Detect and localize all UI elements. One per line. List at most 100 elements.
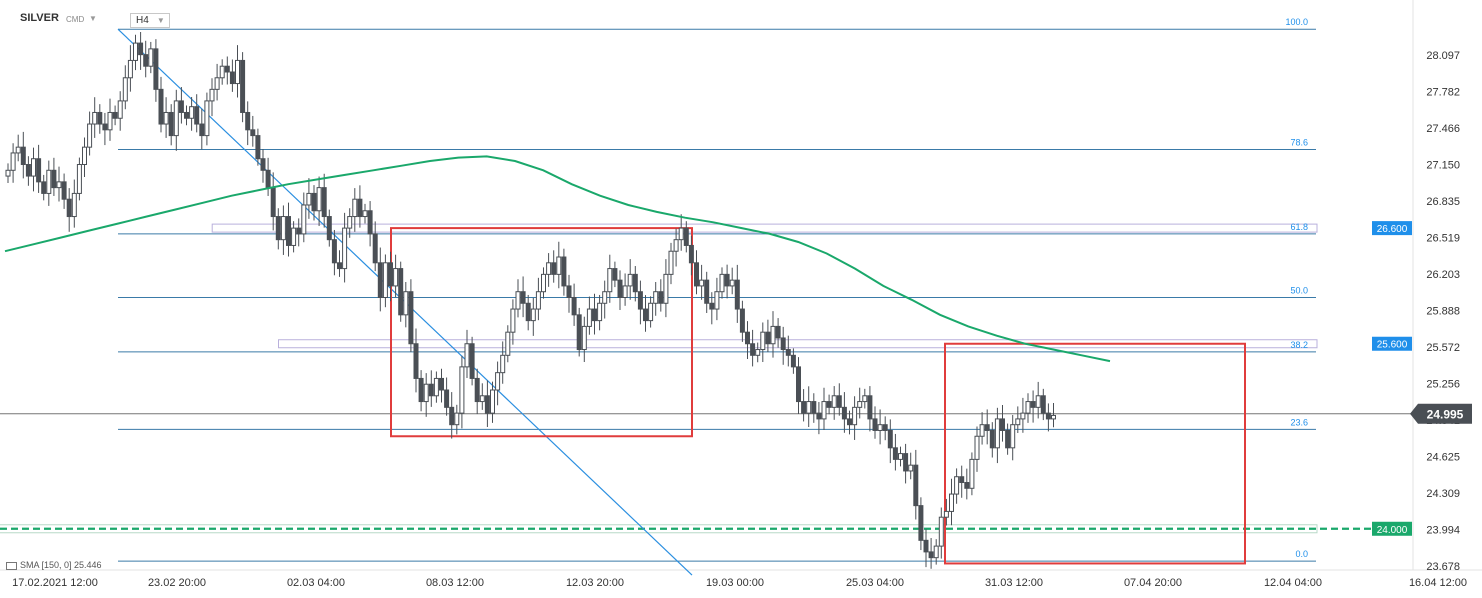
candle bbox=[882, 416, 888, 441]
candle bbox=[694, 250, 699, 295]
candle bbox=[143, 40, 149, 78]
candle bbox=[627, 259, 633, 300]
candle-body bbox=[908, 464, 914, 472]
candle bbox=[887, 419, 893, 464]
candle bbox=[938, 507, 944, 559]
candle-body bbox=[678, 227, 684, 241]
candle-body bbox=[643, 308, 648, 322]
symbol-dropdown-icon[interactable]: ▼ bbox=[89, 14, 97, 23]
candle-body bbox=[87, 123, 93, 148]
candle bbox=[112, 105, 118, 126]
candle bbox=[316, 176, 322, 227]
candle-body bbox=[790, 354, 796, 368]
candle-body bbox=[209, 88, 215, 102]
candle-body bbox=[122, 77, 128, 102]
candle-body bbox=[750, 343, 756, 356]
timeframe-select[interactable]: H4 ▼ bbox=[130, 13, 170, 28]
candle bbox=[184, 105, 189, 126]
candle bbox=[500, 341, 506, 384]
candle bbox=[530, 297, 536, 336]
candle-body bbox=[326, 216, 332, 241]
candle-body bbox=[658, 291, 664, 304]
candle bbox=[663, 259, 669, 318]
candle-body bbox=[826, 401, 832, 408]
candle bbox=[974, 426, 980, 472]
candle-body bbox=[694, 262, 699, 287]
candle bbox=[796, 357, 801, 415]
candle bbox=[357, 185, 363, 228]
candle bbox=[607, 254, 613, 303]
candle-body bbox=[245, 111, 251, 131]
candle-body bbox=[816, 412, 822, 420]
candle-body bbox=[612, 268, 618, 281]
candle bbox=[449, 392, 455, 439]
candle bbox=[933, 539, 939, 565]
candle-body bbox=[704, 279, 710, 304]
candle bbox=[898, 446, 903, 467]
candle-body bbox=[270, 187, 276, 218]
candle bbox=[286, 202, 291, 257]
candle bbox=[296, 218, 302, 247]
candle bbox=[816, 402, 822, 435]
candle-body bbox=[92, 111, 98, 125]
candle-body bbox=[153, 48, 159, 90]
candle bbox=[41, 174, 47, 201]
candle bbox=[525, 294, 531, 331]
candle-body bbox=[280, 216, 286, 241]
candle bbox=[347, 208, 353, 238]
candle bbox=[566, 274, 572, 313]
candle-body bbox=[301, 204, 307, 235]
candle bbox=[1025, 393, 1031, 423]
candle bbox=[724, 264, 730, 299]
candle bbox=[571, 283, 577, 326]
candle bbox=[1000, 405, 1005, 442]
x-tick-label: 19.03 00:00 bbox=[706, 577, 764, 589]
candle-body bbox=[887, 429, 893, 449]
candle-body bbox=[316, 187, 322, 212]
candle-body bbox=[943, 510, 949, 518]
candle bbox=[770, 311, 776, 358]
candle-body bbox=[357, 198, 363, 218]
candle bbox=[994, 407, 1000, 464]
candle bbox=[954, 468, 960, 504]
candle-body bbox=[31, 158, 36, 177]
candle bbox=[495, 361, 501, 406]
candle bbox=[352, 188, 358, 232]
candle-body bbox=[535, 291, 541, 310]
candle-body bbox=[347, 216, 353, 229]
candle bbox=[699, 264, 705, 300]
candle-body bbox=[923, 539, 929, 553]
candle bbox=[739, 300, 745, 342]
x-tick-label: 16.04 12:00 bbox=[1409, 577, 1467, 589]
candle-body bbox=[408, 291, 414, 345]
candle bbox=[989, 422, 995, 458]
x-tick-label: 12.03 20:00 bbox=[566, 577, 624, 589]
candle-body bbox=[82, 146, 87, 166]
candle-body bbox=[653, 291, 659, 304]
candle bbox=[362, 203, 368, 224]
candle-body bbox=[36, 158, 42, 183]
candle bbox=[204, 92, 210, 146]
candle-body bbox=[143, 54, 149, 67]
candle bbox=[270, 172, 276, 231]
candle-body bbox=[61, 181, 67, 200]
candle-body bbox=[286, 216, 291, 246]
y-tick-label: 25.256 bbox=[1426, 379, 1460, 391]
fib-level-label: 23.6 bbox=[1290, 417, 1308, 427]
x-tick-label: 08.03 12:00 bbox=[426, 577, 484, 589]
candle bbox=[413, 328, 419, 393]
candle bbox=[1015, 406, 1021, 434]
candle bbox=[97, 104, 103, 134]
candle bbox=[576, 307, 582, 357]
candle-body bbox=[102, 123, 108, 131]
candle-body bbox=[428, 383, 434, 397]
candle bbox=[168, 104, 174, 146]
candle-body bbox=[775, 325, 781, 339]
candle-body bbox=[994, 418, 1000, 449]
candle bbox=[214, 63, 220, 101]
candle-body bbox=[877, 424, 883, 431]
candle bbox=[857, 387, 863, 419]
candle bbox=[1035, 381, 1041, 419]
candle bbox=[87, 111, 93, 156]
